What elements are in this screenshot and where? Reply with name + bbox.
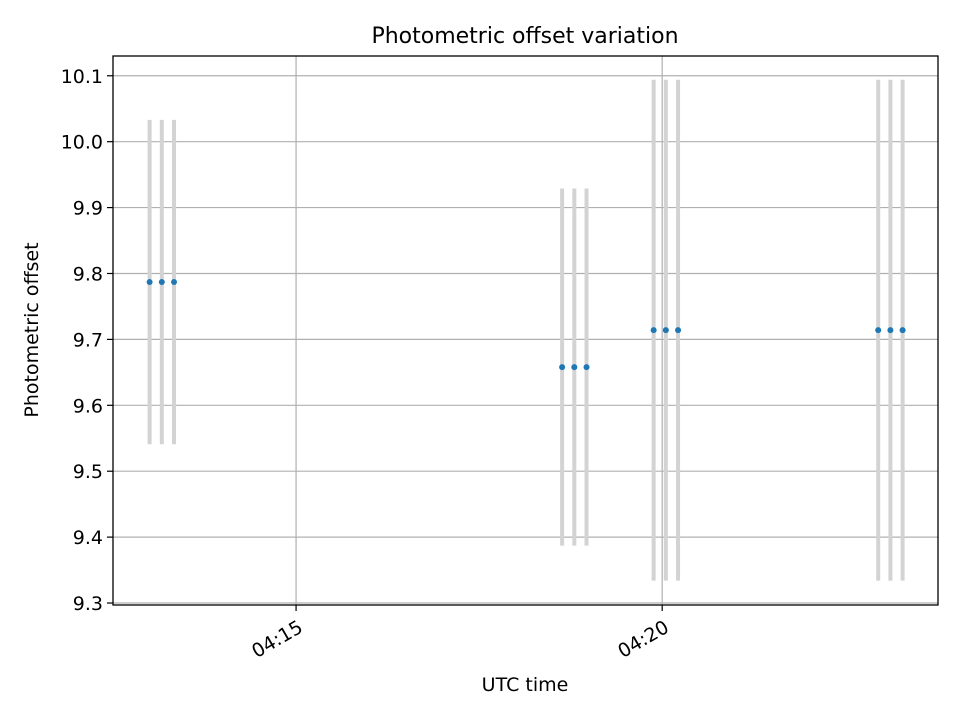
data-point	[146, 279, 153, 286]
y-tick-label: 9.3	[73, 593, 103, 615]
chart-title: Photometric offset variation	[371, 24, 678, 49]
data-point	[675, 327, 682, 334]
data-point	[887, 327, 894, 334]
plot-area-background	[113, 56, 938, 605]
data-point	[899, 327, 906, 334]
y-tick-label: 9.6	[73, 395, 103, 417]
y-tick-label: 9.9	[73, 198, 103, 220]
data-point	[171, 279, 178, 286]
plot-frame	[112, 55, 939, 606]
y-axis-label: Photometric offset	[21, 242, 43, 417]
data-point	[650, 327, 657, 334]
y-tick-label: 9.5	[73, 461, 103, 483]
data-point	[158, 279, 165, 286]
x-axis-label: UTC time	[482, 674, 569, 696]
data-point	[662, 327, 669, 334]
y-tick-label: 9.7	[73, 329, 103, 351]
grid-lines	[113, 56, 938, 605]
y-tick-label: 10.0	[61, 132, 103, 154]
y-tick-label: 9.8	[73, 263, 103, 285]
y-tick-label: 9.4	[73, 527, 103, 549]
data-points	[146, 279, 906, 371]
y-tick-label: 10.1	[61, 66, 103, 88]
data-point	[875, 327, 882, 334]
data-point	[559, 364, 566, 371]
data-point	[571, 364, 578, 371]
data-point	[583, 364, 590, 371]
